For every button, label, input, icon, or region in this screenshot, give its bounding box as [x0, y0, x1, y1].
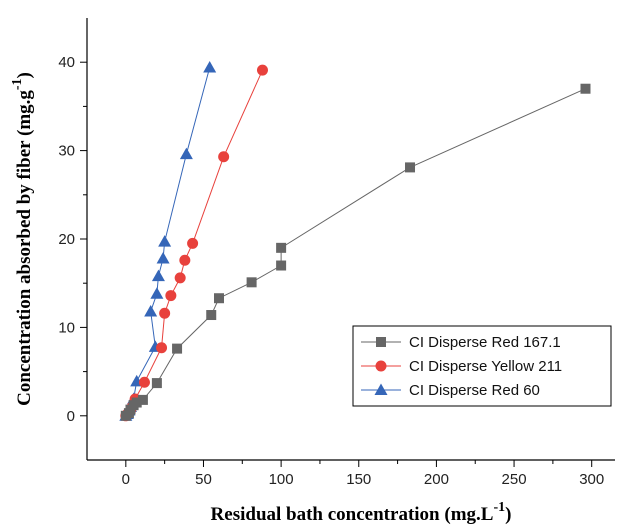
data-point: [276, 260, 287, 271]
legend-item: CI Disperse Yellow 211: [361, 358, 562, 375]
axes: 0 50 100 150 200 250 300 0 10 20 30 40: [58, 18, 615, 488]
series-ci-disperse-red-167-1: [120, 83, 591, 421]
legend-label: CI Disperse Yellow 211: [409, 358, 562, 375]
legend-item: CI Disperse Red 60: [361, 382, 540, 399]
data-point: [276, 242, 287, 253]
x-tick-label: 0: [122, 471, 130, 488]
data-point: [246, 277, 257, 288]
y-axis-title-sup: -1: [10, 78, 25, 90]
legend: CI Disperse Red 167.1 CI Disperse Yellow …: [352, 325, 612, 407]
y-tick-label: 40: [58, 54, 75, 71]
x-tick-label: 100: [269, 471, 294, 488]
legend-swatch-marker: [376, 337, 386, 347]
series-layer: [119, 61, 591, 422]
legend-label: CI Disperse Red 60: [409, 382, 540, 399]
data-point: [131, 397, 142, 408]
series-ci-disperse-red-60: [119, 61, 217, 421]
data-point: [165, 290, 177, 302]
data-point: [151, 269, 165, 282]
data-point: [580, 83, 591, 94]
data-point: [150, 287, 164, 299]
data-point: [158, 235, 172, 247]
data-point: [137, 394, 148, 405]
y-tick-label: 20: [58, 231, 75, 248]
y-tick-label: 10: [58, 319, 75, 336]
data-point: [256, 64, 268, 76]
x-tick-label: 150: [346, 471, 371, 488]
data-point: [138, 376, 150, 388]
data-point: [203, 61, 217, 73]
x-axis-title-sup: -1: [493, 500, 505, 515]
y-tick-label: 0: [67, 408, 75, 425]
data-point: [206, 310, 217, 321]
data-point: [156, 251, 170, 264]
x-tick-label: 250: [502, 471, 527, 488]
x-axis-title: Residual bath concentration (mg.L-1): [211, 500, 512, 525]
data-point: [179, 147, 193, 160]
y-axis-title: Concentration absorbed by fiber (mg.g-1): [10, 72, 35, 406]
data-point: [172, 343, 183, 354]
x-tick-label: 300: [579, 471, 604, 488]
data-point: [179, 254, 191, 266]
x-tick-label: 50: [195, 471, 212, 488]
data-point: [214, 293, 224, 304]
data-point: [159, 307, 171, 319]
data-point: [405, 162, 416, 173]
y-tick-label: 30: [58, 143, 75, 160]
legend-item: CI Disperse Red 167.1: [361, 334, 561, 351]
data-point: [151, 378, 162, 389]
series-ci-disperse-yellow-211: [120, 64, 268, 422]
x-axis-title-end: ): [505, 504, 511, 525]
data-point: [218, 151, 230, 163]
data-point: [156, 342, 168, 354]
data-point: [174, 272, 186, 284]
y-axis-title-main: Concentration absorbed by fiber (mg.g: [14, 90, 35, 406]
x-axis-title-main: Residual bath concentration (mg.L: [211, 504, 494, 525]
data-point: [144, 304, 158, 317]
data-point: [187, 237, 199, 249]
y-axis-title-end: ): [14, 72, 35, 78]
legend-swatch-marker: [374, 383, 388, 395]
legend-label: CI Disperse Red 167.1: [409, 334, 561, 351]
x-tick-label: 200: [424, 471, 449, 488]
legend-swatch-marker: [375, 360, 387, 372]
